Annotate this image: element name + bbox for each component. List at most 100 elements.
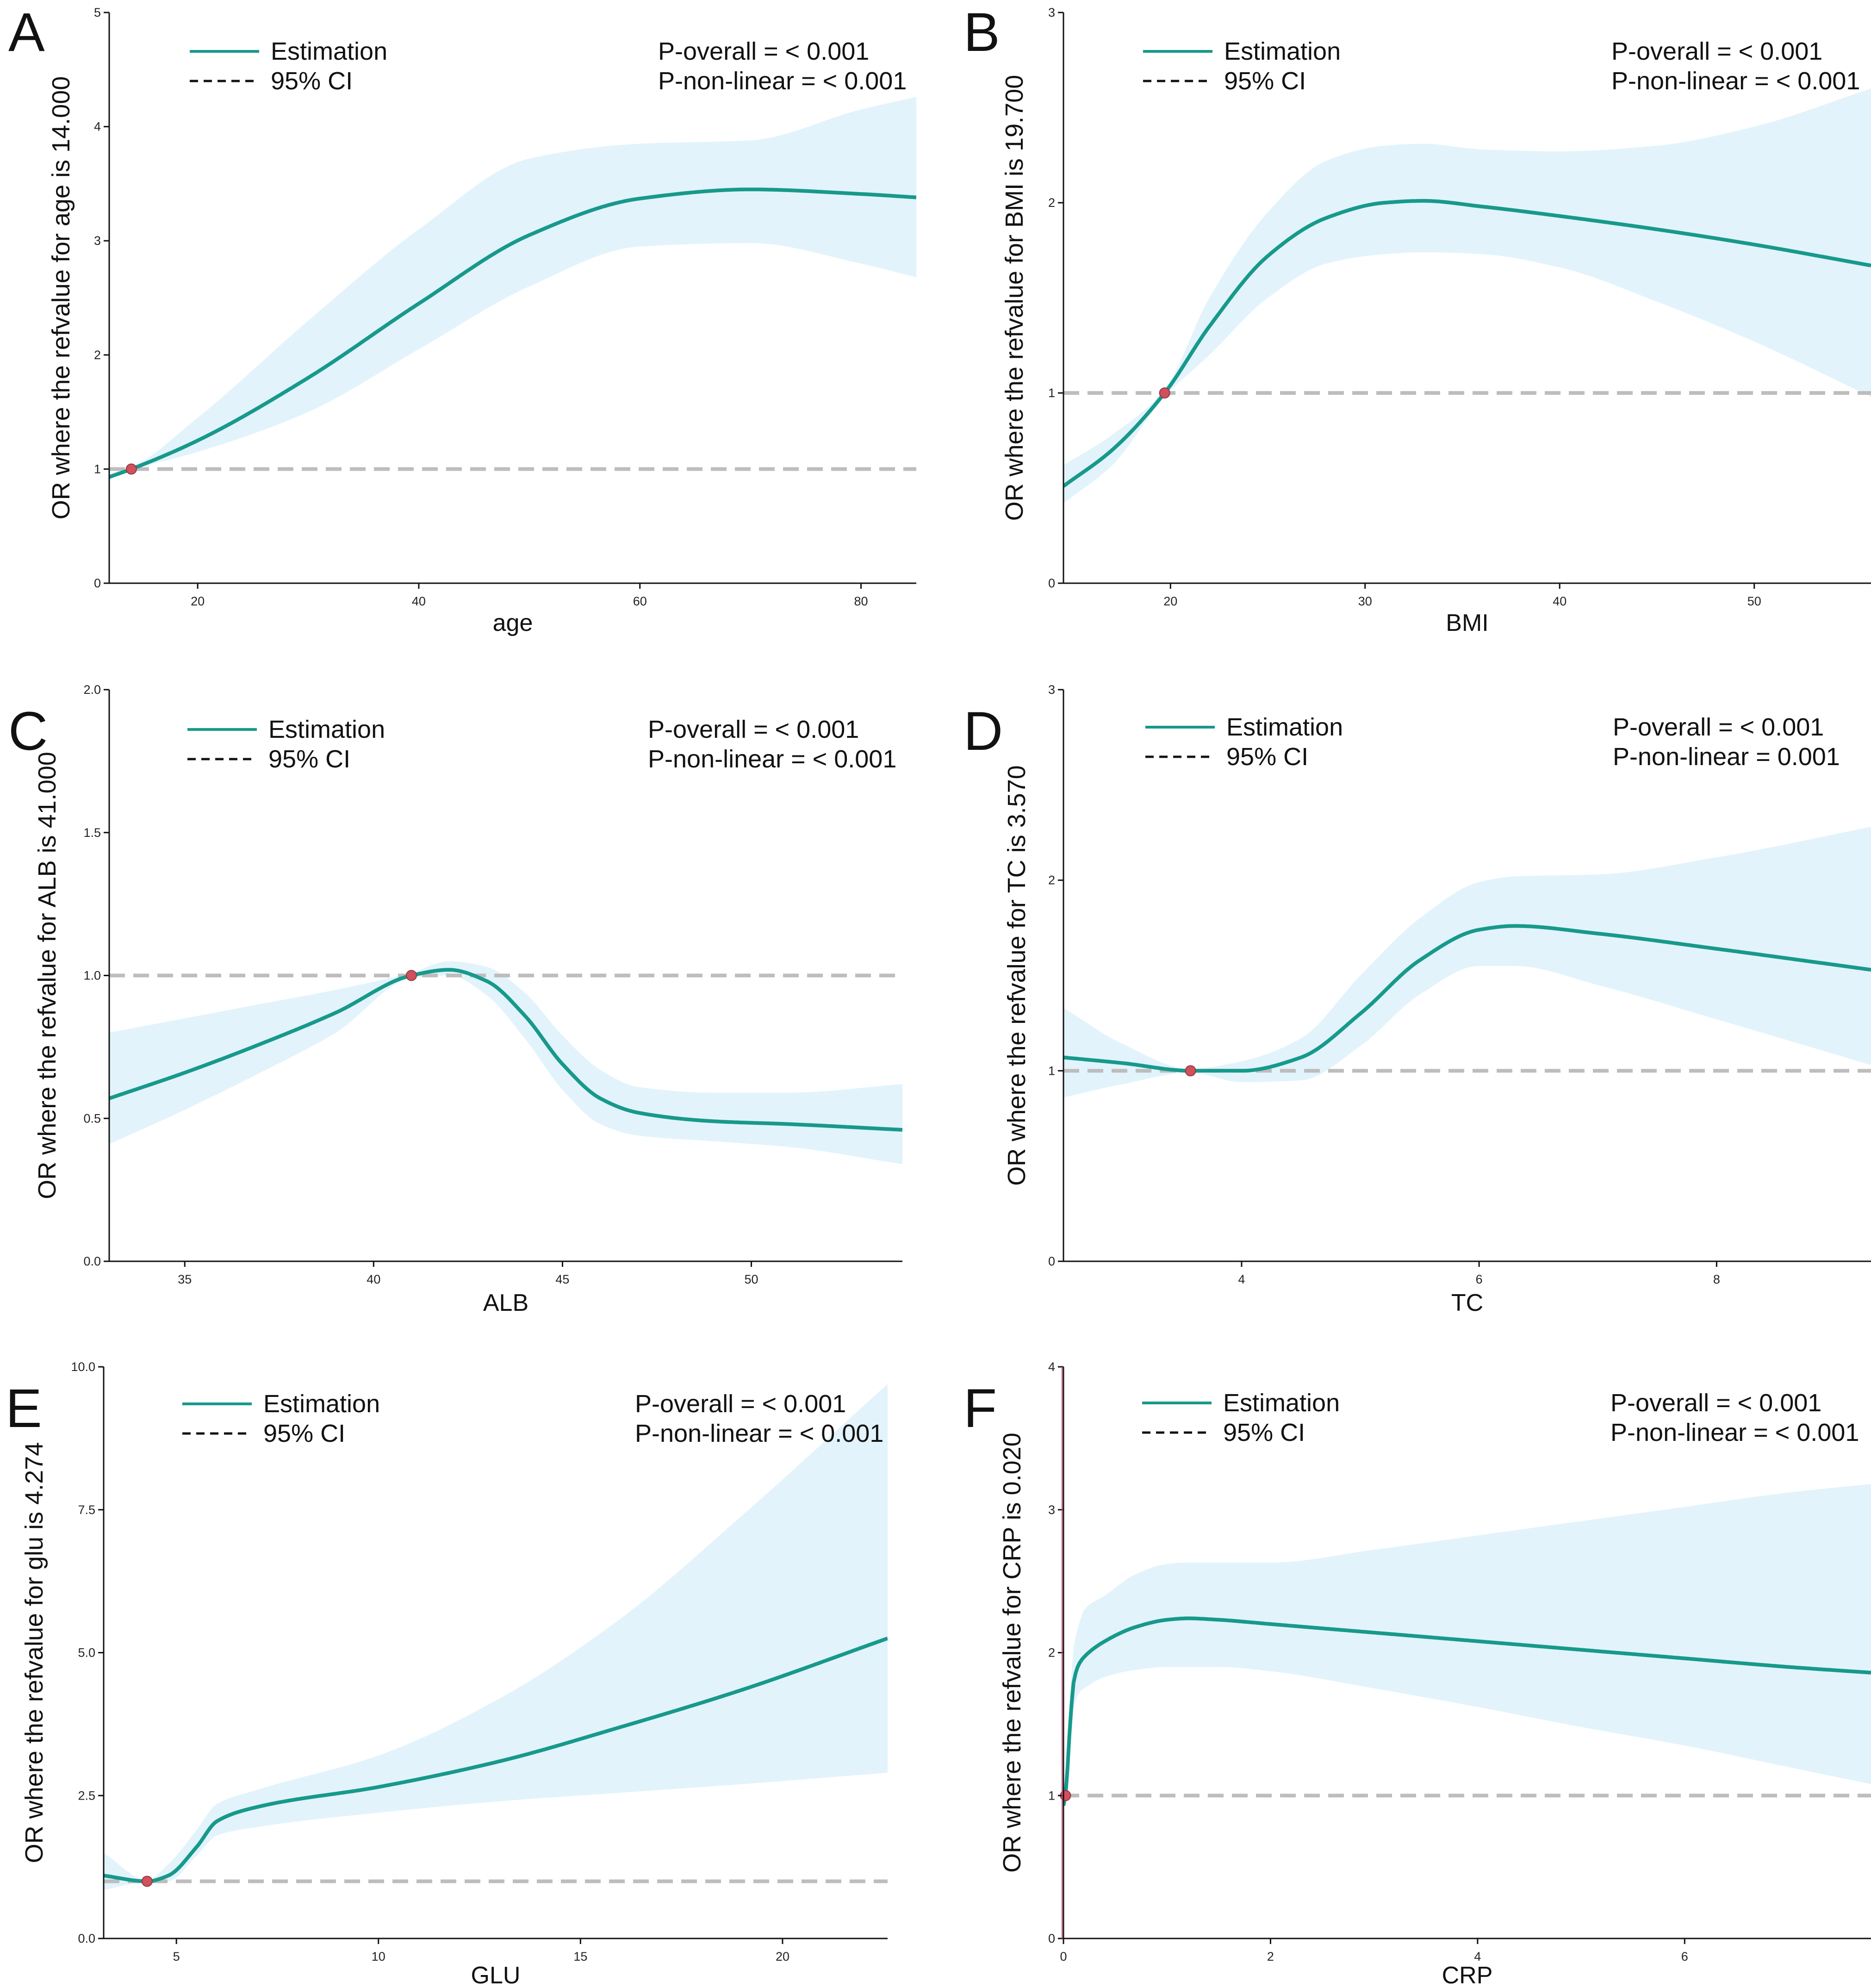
x-tick-label: 20 [776,1950,789,1963]
y-tick-label: 3 [94,234,101,248]
y-tick-label: 1.0 [83,969,101,983]
x-axis-title: age [493,610,533,636]
y-tick-label: 0 [1048,1932,1055,1945]
panel-letter: E [6,1378,42,1439]
legend-estimation-label: Estimation [1223,1389,1340,1417]
y-tick-label: 0 [1048,1254,1055,1268]
legend-estimation-label: Estimation [1226,713,1343,741]
x-tick-label: 40 [412,594,426,608]
legend-ci-label: 95% CI [1226,743,1308,771]
y-tick-label: 3 [1048,683,1055,697]
ref-point [141,1876,153,1887]
x-tick-label: 0 [1060,1950,1067,1963]
panel-letter: B [963,2,1000,63]
estimation-line [109,187,916,479]
ci-band [1063,827,1871,1097]
x-axis-title: CRP [1442,1962,1493,1988]
p-non-linear: P-non-linear = < 0.001 [648,745,896,773]
x-tick-label: 4 [1238,1272,1245,1286]
x-tick-label: 6 [1476,1272,1483,1286]
y-axis-title: OR where the refvalue for BMI is 19.700 [1001,75,1028,521]
y-axis-title: OR where the refvalue for CRP is 0.020 [998,1433,1026,1872]
y-tick-label: 10.0 [71,1360,95,1374]
y-tick-label: 2 [1048,196,1055,210]
x-tick-label: 2 [1267,1950,1274,1963]
y-tick-label: 1.5 [83,826,101,840]
y-axis-title: OR where the refvalue for glu is 4.274 [20,1442,48,1863]
estimation-line [1063,1616,1871,1806]
y-tick-label: 0 [94,576,101,590]
ci-band [109,97,916,480]
panel-letter: A [8,2,45,63]
y-tick-label: 2.0 [83,683,101,697]
p-non-linear: P-non-linear = < 0.001 [1610,1419,1859,1446]
legend-estimation-label: Estimation [1224,37,1341,65]
ci-band [104,1384,888,1890]
panel-letter: C [8,701,48,762]
p-non-linear: P-non-linear = < 0.001 [658,67,907,95]
ci-band [109,961,902,1165]
ci-band [1063,88,1871,504]
ci-band [1063,1484,1871,1810]
ref-point [125,463,137,475]
x-tick-label: 50 [745,1272,758,1286]
y-tick-label: 1 [1048,386,1055,400]
y-tick-label: 0 [1048,576,1055,590]
y-axis-title: OR where the refvalue for ALB is 41.000 [33,752,61,1199]
ref-point [405,970,417,981]
y-axis-title: OR where the refvalue for age is 14.000 [47,76,75,520]
p-overall: P-overall = < 0.001 [658,37,869,65]
panel-a: 0 1 2 3 4 5 20 40 60 80 age OR where the refvalue f… [8,2,916,636]
y-tick-label: 2 [1048,873,1055,887]
x-tick-label: 20 [1163,594,1177,608]
panel-f: 0 1 2 3 4 0 2 4 6 CRP OR where the refvalue for CR… [963,1360,1871,1988]
x-tick-label: 30 [1358,594,1372,608]
y-tick-label: 2.5 [78,1789,95,1802]
x-tick-label: 20 [191,594,205,608]
y-tick-label: 0.5 [83,1111,101,1125]
x-tick-label: 40 [1553,594,1566,608]
y-tick-label: 0.0 [78,1932,95,1945]
p-overall: P-overall = < 0.001 [1611,37,1822,65]
x-tick-label: 60 [633,594,647,608]
panel-b: 0 1 2 3 20 30 40 50 BMI OR where the refvalue for… [963,2,1871,636]
y-tick-label: 3 [1048,1503,1055,1517]
y-tick-label: 5 [94,6,101,19]
estimation-line [1063,199,1871,488]
legend-ci-label: 95% CI [1224,67,1306,95]
y-tick-label: 2 [1048,1646,1055,1660]
legend-ci-label: 95% CI [268,745,350,773]
y-tick-label: 1 [1048,1789,1055,1802]
x-axis-title: GLU [471,1962,521,1988]
legend-estimation-label: Estimation [263,1390,380,1418]
x-axis-title: ALB [483,1290,528,1316]
p-overall: P-overall = < 0.001 [1610,1389,1821,1417]
y-tick-label: 7.5 [78,1503,95,1517]
legend-ci-label: 95% CI [263,1420,345,1447]
legend-estimation-label: Estimation [271,37,387,65]
y-tick-label: 2 [94,348,101,362]
x-tick-label: 45 [555,1272,569,1286]
x-tick-label: 35 [178,1272,192,1286]
plot-area [1063,1484,1871,1810]
y-tick-label: 4 [1048,1360,1055,1374]
panel-c: 0.0 0.5 1.0 1.5 2.0 35 40 45 50 ALB OR where the r… [8,683,902,1316]
x-tick-label: 6 [1681,1950,1688,1963]
plot-area [1063,88,1871,504]
x-axis-title: BMI [1446,610,1488,636]
ref-point [1159,387,1170,399]
estimation-line [1063,924,1871,1073]
legend-ci-label: 95% CI [271,67,353,95]
y-tick-label: 0.0 [83,1254,101,1268]
ref-point [1185,1065,1196,1077]
x-tick-label: 50 [1747,594,1761,608]
y-tick-label: 5.0 [78,1646,95,1660]
x-tick-label: 80 [854,594,868,608]
y-tick-label: 4 [94,120,101,134]
x-tick-label: 4 [1474,1950,1481,1963]
estimation-line [104,1636,888,1883]
p-overall: P-overall = < 0.001 [648,716,859,743]
p-non-linear: P-non-linear = < 0.001 [635,1420,883,1447]
panel-d: 0 1 2 3 4 6 8 TC OR where the refvalue for TC is… [963,683,1871,1316]
